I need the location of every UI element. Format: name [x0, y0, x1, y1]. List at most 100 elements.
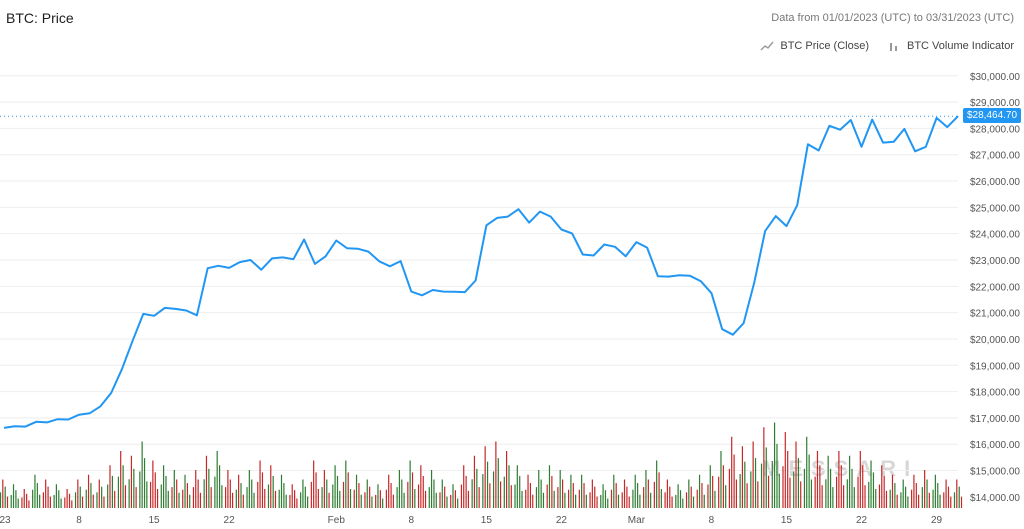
volume-bar — [146, 481, 148, 508]
legend-item-volume[interactable]: BTC Volume Indicator — [887, 40, 1014, 52]
volume-bar — [712, 475, 714, 508]
volume-bar — [610, 489, 613, 508]
volume-bar — [827, 455, 829, 508]
x-tick-label: 15 — [781, 515, 793, 526]
volume-bar — [628, 496, 630, 508]
y-tick-label: $26,000.00 — [970, 177, 1020, 188]
volume-bar — [360, 494, 362, 508]
volume-bar — [677, 484, 679, 508]
y-tick-label: $14,000.00 — [970, 493, 1020, 504]
volume-bar — [521, 490, 523, 508]
volume-bar — [336, 475, 339, 508]
volume-bar — [424, 490, 427, 508]
volume-bar — [943, 492, 945, 508]
volume-bar — [492, 471, 495, 508]
x-tick-label: 15 — [149, 515, 161, 526]
volume-bar — [264, 489, 266, 508]
volume-bar — [868, 481, 870, 508]
volume-bar — [725, 485, 727, 508]
volume-bar — [546, 484, 548, 508]
volume-bar — [478, 487, 480, 508]
volume-bar — [98, 479, 100, 508]
volume-bar — [321, 487, 323, 508]
volume-bar — [184, 474, 186, 508]
volume-bar — [542, 492, 545, 508]
volume-bar — [650, 492, 652, 508]
volume-bar — [902, 479, 904, 508]
x-tick-label: 22 — [224, 515, 236, 526]
volume-bar — [795, 441, 797, 508]
volume-bar — [698, 474, 701, 508]
volume-bar — [535, 487, 538, 508]
volume-bar — [728, 468, 730, 508]
volume-bar — [162, 465, 165, 508]
volume-bar — [814, 476, 816, 508]
volume-bar — [829, 468, 832, 508]
volume-bar — [71, 500, 73, 508]
volume-bar — [896, 494, 898, 508]
volume-bar — [326, 479, 328, 508]
volume-bar — [739, 474, 741, 508]
volume-bar — [79, 486, 81, 508]
volume-bar — [767, 475, 770, 508]
volume-bar — [757, 481, 759, 508]
volume-bar — [257, 481, 259, 508]
volume-bar — [581, 474, 583, 508]
volume-bar — [482, 474, 484, 508]
volume-bar — [165, 475, 167, 508]
volume-bar — [156, 489, 159, 508]
volume-bar — [714, 490, 716, 508]
x-tick-label: Mar — [628, 515, 646, 526]
legend-item-price[interactable]: BTC Price (Close) — [760, 40, 869, 52]
volume-bar — [664, 492, 666, 508]
volume-bar — [853, 487, 855, 508]
volume-bar — [392, 494, 394, 508]
volume-bar — [840, 465, 842, 508]
volume-bar — [939, 494, 941, 508]
volume-bar — [317, 489, 319, 508]
volume-bar — [800, 481, 802, 508]
volume-bar — [339, 490, 341, 508]
volume-bar — [409, 460, 411, 508]
volume-bar — [862, 465, 864, 508]
volume-bar — [227, 470, 229, 508]
volume-bar — [849, 455, 851, 508]
volume-bar — [430, 470, 433, 508]
volume-bar — [139, 471, 141, 508]
volume-bar — [34, 474, 36, 508]
volume-bar — [643, 487, 645, 508]
volume-bar — [66, 489, 68, 508]
volume-bar — [446, 496, 448, 508]
volume-bar — [439, 492, 441, 508]
volume-bar — [26, 493, 28, 508]
volume-bar — [366, 479, 368, 508]
x-tick-label: 8 — [76, 515, 82, 526]
volume-bar — [688, 479, 690, 508]
y-tick-label: $23,000.00 — [970, 256, 1020, 267]
volume-bar — [385, 489, 387, 508]
volume-bar — [928, 492, 930, 508]
volume-bar — [842, 485, 845, 508]
volume-bar — [332, 484, 334, 508]
y-tick-label: $28,000.00 — [970, 124, 1020, 135]
gridlines — [0, 75, 958, 498]
volume-bar — [532, 494, 534, 508]
x-tick-label: 22 — [856, 515, 868, 526]
bar-chart-icon — [890, 43, 897, 51]
volume-bar — [696, 489, 698, 508]
volume-bar — [81, 496, 84, 508]
x-axis-ticks: 23 8 15 22 Feb 8 15 22 Mar 8 15 22 29 — [0, 515, 943, 526]
y-tick-label: $20,000.00 — [970, 335, 1020, 346]
volume-bar — [471, 479, 473, 508]
volume-bar — [685, 492, 688, 508]
x-tick-label: 15 — [481, 515, 493, 526]
volume-bar — [889, 489, 891, 508]
volume-bar — [602, 484, 604, 508]
volume-bar — [489, 483, 491, 508]
volume-bar — [17, 498, 19, 508]
volume-bar — [596, 496, 598, 508]
volume-bar — [803, 468, 806, 508]
volume-bar — [87, 474, 90, 508]
volume-bar — [838, 451, 840, 508]
